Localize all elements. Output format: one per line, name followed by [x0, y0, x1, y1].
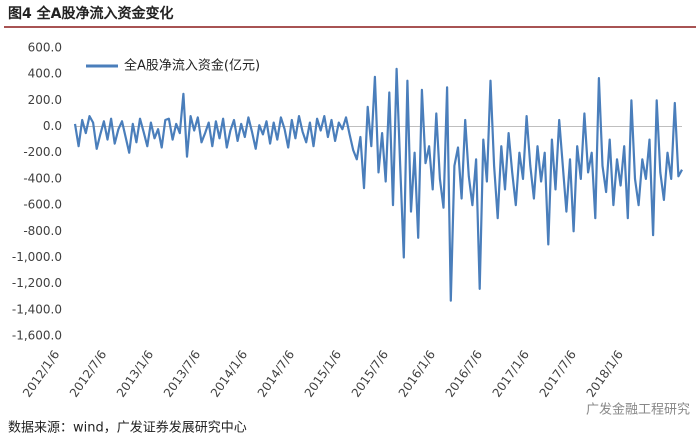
x-tick-label: 2015/1/6 — [302, 348, 344, 400]
source-note: 数据来源：wind，广发证券发展研究中心 — [8, 420, 247, 436]
y-tick-label: 600.0 — [28, 41, 62, 55]
watermark: 广发金融工程研究 — [586, 402, 690, 418]
x-tick-label: 2013/7/6 — [161, 348, 203, 400]
y-tick-label: -1,200.0 — [12, 276, 62, 290]
x-tick-label: 2017/7/6 — [537, 348, 579, 400]
y-tick-label: -800.0 — [23, 224, 62, 238]
y-tick-label: -1,400.0 — [12, 302, 62, 316]
x-tick-label: 2012/1/6 — [20, 348, 62, 400]
x-tick-label: 2012/7/6 — [67, 348, 109, 400]
x-tick-label: 2014/7/6 — [255, 348, 297, 400]
x-tick-label: 2013/1/6 — [114, 348, 156, 400]
legend-label: 全A股净流入资金(亿元) — [124, 58, 260, 74]
x-tick-label: 2014/1/6 — [208, 348, 250, 400]
y-tick-label: -200.0 — [23, 145, 62, 159]
x-tick-label: 2018/1/6 — [584, 348, 626, 400]
x-tick-label: 2016/1/6 — [396, 348, 438, 400]
y-tick-label: -400.0 — [23, 171, 62, 185]
y-tick-label: 400.0 — [28, 67, 62, 81]
y-tick-label: 200.0 — [28, 93, 62, 107]
y-tick-label: 0.0 — [43, 119, 62, 133]
x-tick-label: 2016/7/6 — [443, 348, 485, 400]
y-tick-label: -1,000.0 — [12, 250, 62, 264]
y-tick-label: -600.0 — [23, 198, 62, 212]
y-tick-label: -1,600.0 — [12, 329, 62, 343]
data-line — [73, 67, 683, 302]
x-tick-label: 2017/1/6 — [490, 348, 532, 400]
chart-title: 图4 全A股净流入资金变化 — [8, 5, 173, 22]
x-tick-label: 2015/7/6 — [349, 348, 391, 400]
